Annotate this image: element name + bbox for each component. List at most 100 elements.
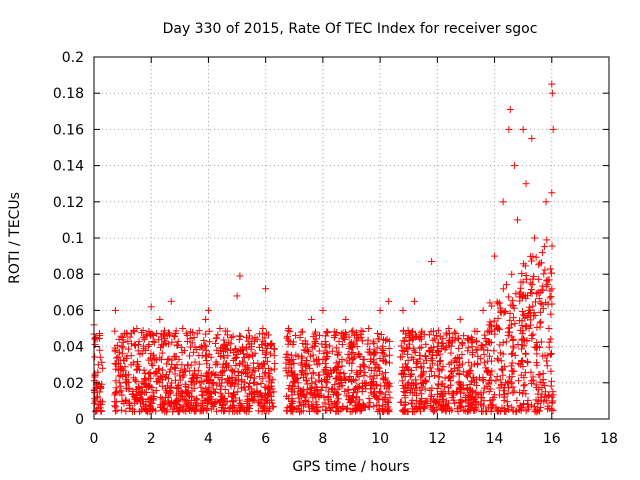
roti-point	[539, 370, 547, 378]
roti-point	[314, 404, 322, 412]
roti-point	[168, 398, 176, 406]
roti-point	[348, 328, 356, 336]
roti-point	[93, 393, 101, 401]
roti-point	[130, 374, 138, 382]
roti-point	[176, 394, 184, 402]
roti-point	[484, 327, 492, 335]
roti-point	[402, 344, 410, 352]
roti-point	[175, 355, 183, 363]
roti-point	[195, 327, 203, 335]
roti-point	[486, 397, 494, 405]
roti-point	[164, 355, 172, 363]
roti-point	[261, 394, 269, 402]
roti-point	[386, 382, 394, 390]
roti-point	[419, 371, 427, 379]
roti-point	[198, 406, 206, 414]
roti-point	[529, 302, 537, 310]
roti-point	[501, 363, 509, 371]
roti-point	[182, 383, 190, 391]
roti-point	[506, 373, 514, 381]
roti-point	[522, 275, 530, 283]
roti-point	[329, 391, 337, 399]
roti-point	[176, 372, 184, 380]
roti-point	[217, 369, 225, 377]
roti-point	[544, 402, 552, 410]
roti-point	[531, 408, 539, 416]
roti-point	[506, 309, 514, 317]
roti-point	[341, 387, 349, 395]
roti-point	[382, 374, 390, 382]
roti-point	[229, 348, 237, 356]
roti-point	[336, 383, 344, 391]
roti-point	[340, 375, 348, 383]
roti-point	[448, 406, 456, 414]
roti-point	[216, 325, 224, 332]
roti-point	[301, 371, 309, 379]
roti-point	[548, 89, 556, 97]
roti-point	[149, 388, 157, 396]
y-tick-label: 0.12	[53, 195, 84, 211]
roti-point	[171, 333, 179, 341]
roti-point	[527, 368, 535, 376]
roti-point	[162, 408, 170, 416]
roti-point	[244, 326, 252, 334]
roti-point	[112, 398, 120, 406]
roti-point	[499, 350, 507, 358]
roti-point	[488, 405, 496, 413]
roti-point	[173, 341, 181, 349]
roti-point	[435, 373, 443, 381]
roti-point	[245, 408, 253, 416]
roti-point	[285, 336, 293, 344]
roti-point	[191, 397, 199, 405]
roti-point	[298, 352, 306, 360]
roti-point	[114, 366, 122, 374]
roti-point	[184, 401, 192, 409]
roti-point	[151, 355, 159, 363]
roti-point	[504, 402, 512, 410]
roti-point	[401, 407, 409, 415]
roti-point	[373, 401, 381, 409]
roti-point	[326, 342, 334, 350]
roti-point	[176, 367, 184, 375]
roti-point	[417, 390, 425, 398]
roti-point	[399, 306, 407, 314]
roti-point	[404, 383, 412, 391]
roti-point	[332, 408, 340, 416]
roti-point	[352, 393, 360, 401]
roti-point	[405, 379, 413, 387]
roti-point	[356, 404, 364, 412]
roti-point	[128, 340, 136, 348]
roti-point	[430, 396, 438, 404]
roti-point	[192, 395, 200, 403]
roti-point	[286, 328, 294, 336]
roti-point	[168, 356, 176, 364]
roti-point	[405, 337, 413, 345]
roti-point	[171, 329, 179, 337]
roti-point	[460, 406, 468, 414]
roti-point	[409, 327, 417, 335]
roti-point	[542, 299, 550, 307]
roti-point	[548, 189, 556, 197]
roti-point	[385, 359, 393, 367]
roti-point	[262, 339, 270, 347]
roti-point	[527, 289, 535, 297]
roti-point	[304, 346, 312, 354]
roti-point	[364, 336, 372, 344]
roti-point	[532, 253, 540, 261]
roti-point	[146, 395, 154, 403]
roti-point	[376, 354, 384, 362]
roti-point	[425, 331, 433, 339]
roti-point	[519, 307, 527, 315]
roti-point	[547, 350, 555, 358]
roti-point	[96, 397, 104, 405]
roti-point	[548, 80, 556, 88]
roti-point	[467, 377, 475, 385]
roti-point	[468, 334, 476, 342]
roti-point	[163, 389, 171, 397]
roti-point	[372, 394, 380, 402]
roti-point	[465, 358, 473, 366]
roti-point	[370, 388, 378, 396]
roti-point	[486, 318, 494, 326]
roti-point	[257, 393, 265, 401]
roti-point	[530, 403, 538, 411]
